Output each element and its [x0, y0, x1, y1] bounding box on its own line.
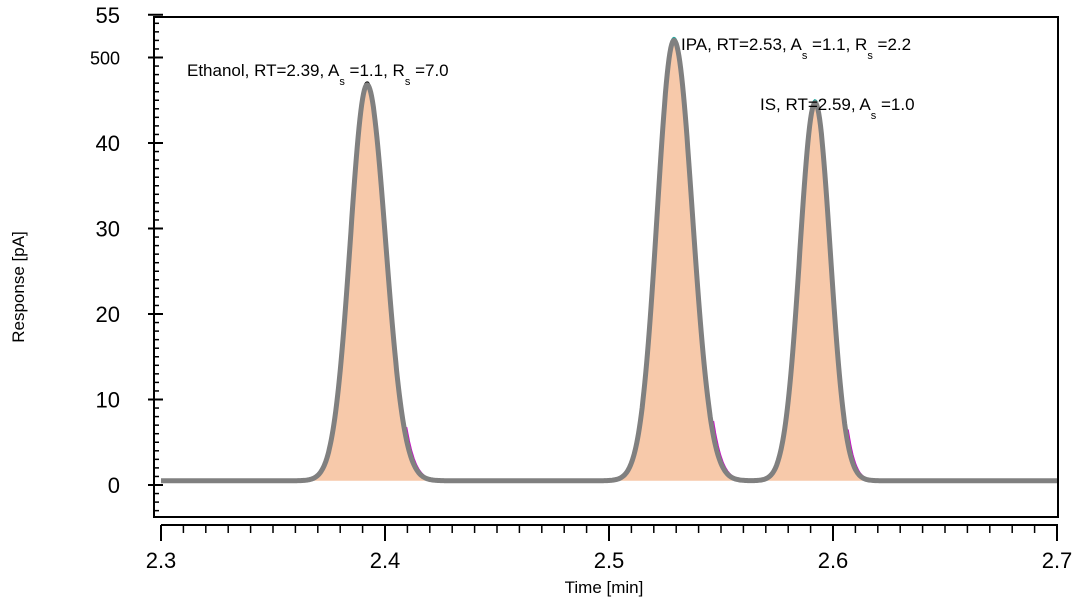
chromatogram-traces	[159, 36, 1059, 484]
x-axis: 2.3 2.4 2.5 2.6 2.7	[146, 524, 1073, 573]
annotation-text: =2.2	[873, 35, 911, 54]
x-tick-label: 2.3	[146, 548, 177, 573]
y-tick-label: 40	[96, 131, 120, 156]
x-tick-label: 2.7	[1042, 548, 1073, 573]
annotation-text: IPA, RT=2.53, A	[681, 35, 802, 54]
annotation-subscript: s	[867, 50, 873, 62]
peak-fill-is	[738, 102, 892, 481]
y-tick-label: 55	[96, 3, 120, 28]
annotation-subscript: s	[871, 110, 877, 122]
y-tick-label: 500	[90, 49, 120, 69]
annotation-subscript: s	[802, 50, 808, 62]
chromatogram-trace	[159, 38, 1059, 484]
annotation-text: IS, RT=2.59, A	[760, 95, 871, 114]
x-tick-label: 2.6	[818, 548, 849, 573]
peak-annotation-ethanol: Ethanol, RT=2.39, As =1.1, Rs =7.0	[187, 61, 449, 88]
annotation-subscript: s	[339, 76, 345, 88]
y-tick-label: 30	[96, 217, 120, 242]
annotation-text: =1.1, R	[807, 35, 867, 54]
x-axis-title: Time [min]	[565, 578, 644, 597]
peak-annotation-is: IS, RT=2.59, As =1.0	[760, 95, 915, 122]
y-axis-title: Response [pA]	[9, 231, 28, 343]
y-axis: 0 10 20 30 40 500 55	[90, 3, 163, 512]
x-tick-label: 2.5	[594, 548, 625, 573]
annotation-text: =1.0	[876, 95, 914, 114]
annotation-text: =7.0	[410, 61, 448, 80]
peak-fill-ethanol	[283, 84, 460, 481]
peak-annotation-ipa: IPA, RT=2.53, As =1.1, Rs =2.2	[681, 35, 911, 62]
y-tick-label: 10	[96, 388, 120, 413]
annotation-text: Ethanol, RT=2.39, A	[187, 61, 340, 80]
y-tick-label: 20	[96, 302, 120, 327]
x-tick-label: 2.4	[370, 548, 401, 573]
peak-fill-ipa	[590, 40, 767, 481]
peak-fills	[283, 40, 892, 481]
annotation-subscript: s	[405, 76, 411, 88]
plot-frame	[153, 16, 1059, 518]
annotation-text: =1.1, R	[345, 61, 405, 80]
y-tick-label: 0	[108, 473, 120, 498]
